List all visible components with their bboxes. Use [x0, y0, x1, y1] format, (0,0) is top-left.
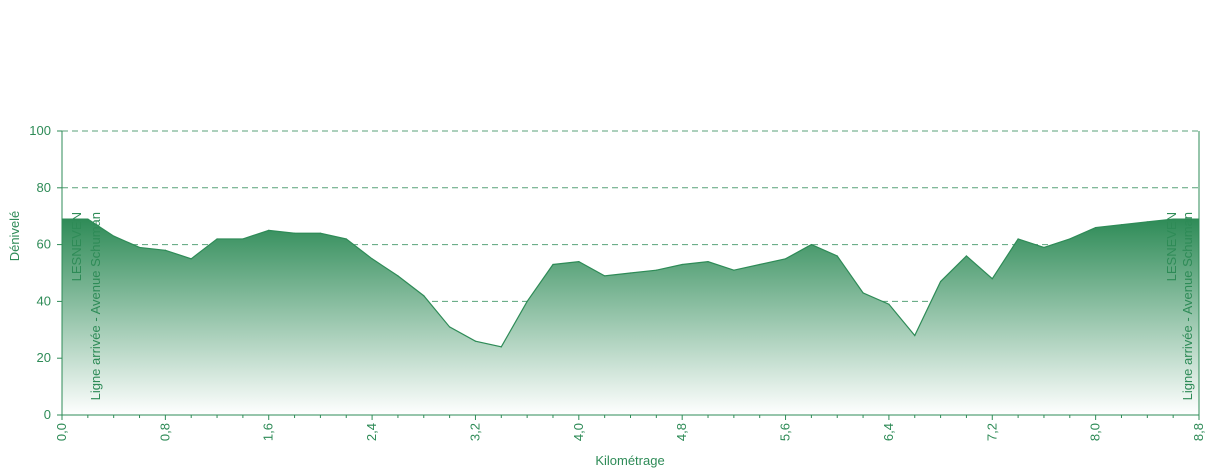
data-point — [371, 258, 373, 260]
x-tick-label: 0,8 — [157, 423, 172, 441]
data-point — [1120, 224, 1123, 226]
data-point — [268, 229, 270, 231]
elevation-fill — [62, 219, 1199, 415]
data-point — [397, 275, 399, 277]
data-point — [629, 272, 632, 274]
data-point — [578, 261, 580, 263]
data-point — [862, 292, 864, 294]
data-point — [449, 326, 451, 328]
annotations: LESNEVEN Ligne arrivée - Avenue Schuman LE… — [61, 131, 1200, 415]
x-tick-label: 0,0 — [54, 423, 69, 441]
data-point — [190, 258, 192, 260]
data-point — [113, 235, 115, 237]
data-point — [965, 255, 968, 257]
data-point — [914, 334, 916, 337]
annotation-label: LESNEVEN — [69, 212, 84, 281]
x-tick-label: 4,8 — [674, 423, 689, 441]
data-point — [759, 263, 761, 266]
data-point — [138, 246, 141, 249]
annotation-label: LESNEVEN — [1164, 212, 1179, 281]
data-point — [345, 238, 347, 240]
x-tick-labels: 0,0 0,8 1,6 2,4 3,2 4,0 4,8 5,6 6,4 7,2 8,0 8,8 — [54, 415, 1206, 441]
data-point — [474, 340, 477, 342]
data-point — [888, 303, 890, 305]
x-tick-label: 8,0 — [1088, 423, 1103, 441]
y-tick-label: 60 — [37, 237, 51, 252]
data-point — [552, 263, 554, 266]
x-tick-label: 2,4 — [364, 423, 379, 441]
elevation-area — [61, 218, 1200, 415]
x-tick-label: 8,8 — [1191, 423, 1206, 441]
data-point — [991, 278, 993, 280]
data-point — [526, 300, 528, 302]
data-point — [500, 346, 502, 348]
x-tick-label: 1,6 — [261, 423, 276, 441]
data-point — [1172, 218, 1174, 220]
data-point — [293, 232, 296, 234]
data-point — [733, 269, 735, 271]
y-tick-label: 100 — [29, 123, 51, 138]
x-tick-label: 6,4 — [881, 423, 896, 441]
data-point — [681, 263, 683, 266]
data-point — [784, 258, 787, 260]
x-tick-label: 3,2 — [467, 423, 482, 441]
data-point — [1146, 221, 1148, 223]
y-axis-label: Dénivelé — [7, 211, 22, 262]
data-point — [1017, 238, 1019, 240]
data-point — [707, 261, 709, 263]
data-point — [836, 255, 838, 257]
x-axis-label: Kilométrage — [595, 453, 664, 468]
x-tick-label: 4,0 — [571, 423, 586, 441]
y-tick-label: 80 — [37, 180, 51, 195]
data-point — [242, 238, 244, 240]
data-point — [216, 238, 218, 240]
y-tick-label: 20 — [37, 350, 51, 365]
data-point — [87, 218, 89, 220]
x-tick-label: 5,6 — [778, 423, 793, 441]
data-point — [164, 249, 166, 251]
annotation-label: Ligne arrivée - Avenue Schuman — [88, 212, 103, 400]
data-point — [1069, 238, 1071, 240]
data-point — [655, 269, 657, 271]
y-tick-label: 40 — [37, 293, 51, 308]
data-point — [810, 244, 812, 246]
data-point — [1043, 246, 1045, 249]
y-tick-labels: 0 20 40 60 80 100 — [29, 123, 62, 422]
data-point — [423, 295, 425, 297]
data-point — [319, 232, 322, 234]
y-tick-label: 0 — [44, 407, 51, 422]
x-tick-label: 7,2 — [984, 423, 999, 441]
annotation-label: Ligne arrivée - Avenue Schuman — [1180, 212, 1195, 400]
data-point — [939, 280, 942, 283]
data-point — [604, 275, 606, 277]
data-point — [1095, 226, 1097, 229]
